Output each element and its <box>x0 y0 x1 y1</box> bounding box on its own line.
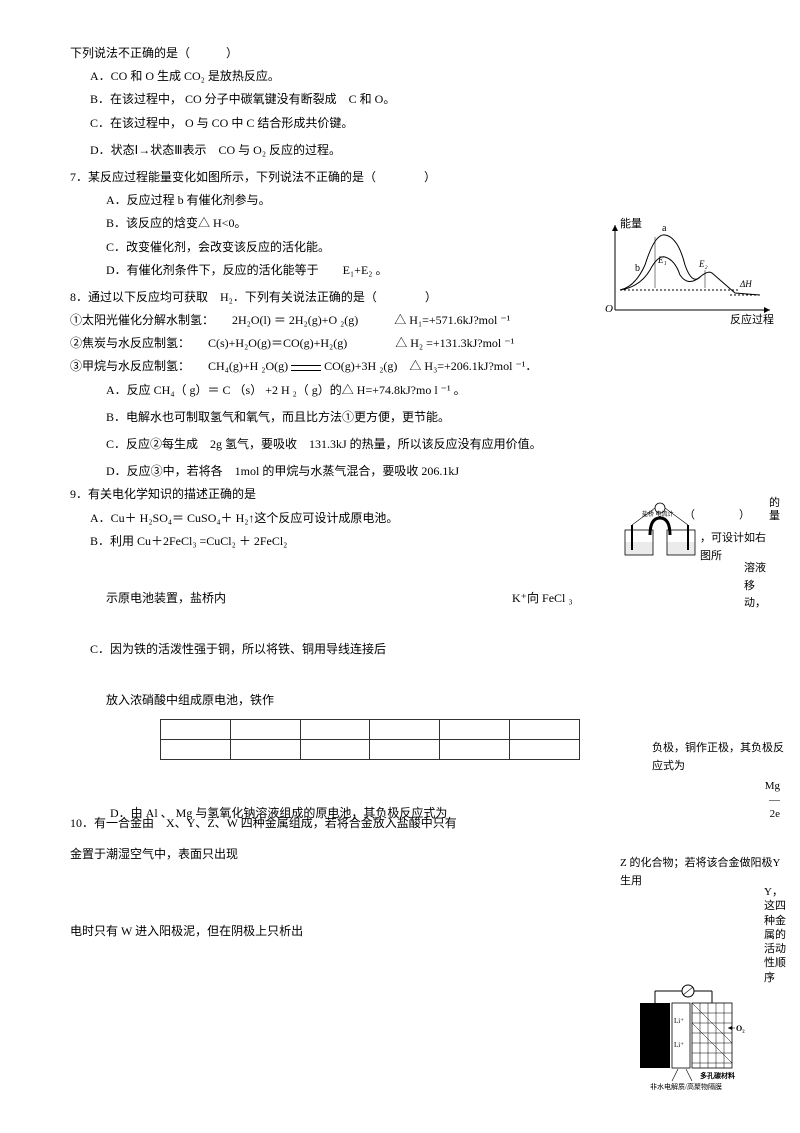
x-axis-label: 反应过程 <box>730 312 774 325</box>
porous-label: 多孔碳材料 <box>700 1071 735 1080</box>
q9-mid1: 溶液移动， <box>744 560 770 613</box>
q6-option-c: C．在该过程中， O 与 CO 中 C 结合形成共价键。 <box>90 114 750 133</box>
q8-option-d: D．反应③中，若将各 1mol 的甲烷与水蒸气混合，要吸收 206.1kJ <box>106 462 750 481</box>
li-label-2: Li⁺ <box>674 1041 684 1049</box>
q10-line3: 电时只有 W 进入阳极泥，但在阴极上只析出 <box>70 922 750 941</box>
q9-option-c: C．因为铁的活泼性强于铜，所以将铁、铜用导线连接后 <box>90 640 750 659</box>
q8-option-a: A．反应 CH₄（ g）＝ C （s） +2 H ₂（ g）的△ H=+74.8… <box>106 381 750 400</box>
energy-diagram: 能量 反应过程 a b E₁ E₂ ΔH O <box>600 215 780 325</box>
q6-option-a: A．CO 和 O 生成 CO₂ 是放热反应。 <box>90 67 750 86</box>
dh-label: ΔH <box>739 279 752 289</box>
q8d-tail-2: 量 <box>769 508 780 526</box>
q9-mid2-right: K⁺向 FeCl ₃ <box>512 591 573 605</box>
e1-label: E₁ <box>657 255 667 265</box>
o2-label: O₂ <box>736 1024 745 1033</box>
q9-stem-text: 9．有关电化学知识的描述正确的是 <box>70 487 256 501</box>
bottom-label: 非水电解质/高聚物隔膜 <box>650 1082 722 1091</box>
e2-label: E₂ <box>698 259 708 269</box>
q9c-tail: 放入浓硝酸中组成原电池，铁作 <box>106 691 750 710</box>
q9c-right: 负极，铜作正极，其负极反应式为 <box>652 740 792 775</box>
q9-mid2: 示原电池装置，盐桥内 K⁺向 FeCl ₃ <box>106 589 750 608</box>
q9-option-d: D．由 Al 、 Mg 与氢氧化钠溶液组成的原电池，其负极反应式为 <box>110 804 447 823</box>
battery-diagram: Li⁺ Li⁺ O₂ 多孔碳材料 非水电解质/高聚物隔膜 <box>630 983 750 1093</box>
cell-label: 盐桥 电流计 <box>642 510 674 518</box>
q8-reaction-2: ②焦炭与水反应制氢： C(s)+H₂O(g)＝CO(g)+H₂(g) △ H₂ … <box>70 334 750 353</box>
q7-option-a: A．反应过程 b 有催化剂参与。 <box>106 191 750 210</box>
q8-option-b: B．电解水也可制取氢气和氧气，而且比方法①更方便，更节能。 <box>106 408 750 427</box>
q10-vert: Y，这四种金属的活动性顺序 <box>764 885 792 985</box>
q8-option-c: C．反应②每生成 2g 氢气，要吸收 131.3kJ 的热量，所以该反应没有应用… <box>106 435 750 454</box>
q7-stem: 7．某反应过程能量变化如图所示，下列说法不正确的是（ ） <box>70 168 750 187</box>
li-label-1: Li⁺ <box>674 1017 684 1025</box>
empty-table <box>160 719 580 760</box>
curve-b-label: b <box>635 263 640 274</box>
cell-diagram: 盐桥 电流计 <box>620 500 700 560</box>
q8-r3-right: CO(g)+3H ₂(g) △ H₃=+206.1kJ?mol ⁻¹． <box>324 359 537 373</box>
svg-text:O: O <box>605 303 613 315</box>
q9d-right3: 2e <box>770 806 780 824</box>
y-axis-label: 能量 <box>620 216 642 230</box>
q8-reaction-3: ③甲烷与水反应制氢： CH₄(g)+H ₂O(g) CO(g)+3H ₂(g) … <box>70 357 750 376</box>
equilibrium-arrow-icon <box>291 362 321 374</box>
q8-r3-left: ③甲烷与水反应制氢： CH₄(g)+H ₂O(g) <box>70 359 288 373</box>
q6-intro: 下列说法不正确的是（ ） <box>70 44 750 63</box>
q6-option-b: B．在该过程中， CO 分子中碳氧键没有断裂成 C 和 O。 <box>90 90 750 109</box>
q9-mid2-left: 示原电池装置，盐桥内 <box>106 591 226 605</box>
q6-option-d: D．状态Ⅰ→状态Ⅲ表示 CO 与 O₂ 反应的过程。 <box>90 141 750 160</box>
curve-a-label: a <box>662 223 667 234</box>
porous-grid <box>692 1003 732 1068</box>
